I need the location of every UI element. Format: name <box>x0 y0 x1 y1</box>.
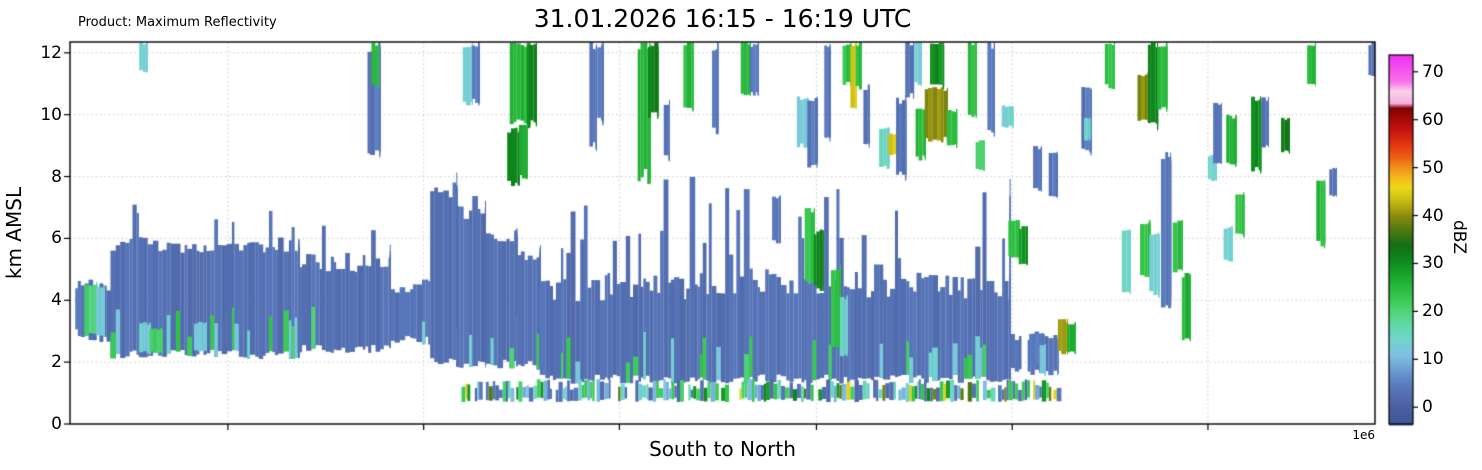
y-axis-tick-label: 0 <box>51 414 62 434</box>
colorbar-tick-label: 50 <box>1422 157 1444 178</box>
colorbar-tick-label: 30 <box>1422 253 1444 274</box>
y-axis-tick-label: 12 <box>40 42 62 63</box>
colorbar-tick-label: 60 <box>1422 109 1444 130</box>
y-axis-tick-label: 6 <box>51 228 62 249</box>
y-axis-tick-label: 10 <box>40 104 62 125</box>
colorbar-tick-label: 0 <box>1422 397 1433 418</box>
chart-title: 31.01.2026 16:15 - 16:19 UTC <box>533 4 912 33</box>
colorbar-label: dBZ <box>1449 219 1469 255</box>
y-axis-tick-label: 8 <box>51 166 62 187</box>
x-axis-offset-label: 1e6 <box>1352 428 1375 442</box>
y-axis-tick-label: 4 <box>51 290 62 311</box>
colorbar-tick-label: 10 <box>1422 349 1444 370</box>
colorbar-tick-label: 20 <box>1422 301 1444 322</box>
product-label: Product: Maximum Reflectivity <box>78 15 277 30</box>
colorbar-tick-label: 70 <box>1422 61 1444 82</box>
y-axis-tick-label: 2 <box>51 352 62 373</box>
x-axis-label: South to North <box>649 437 796 461</box>
colorbar-tick-label: 40 <box>1422 205 1444 226</box>
